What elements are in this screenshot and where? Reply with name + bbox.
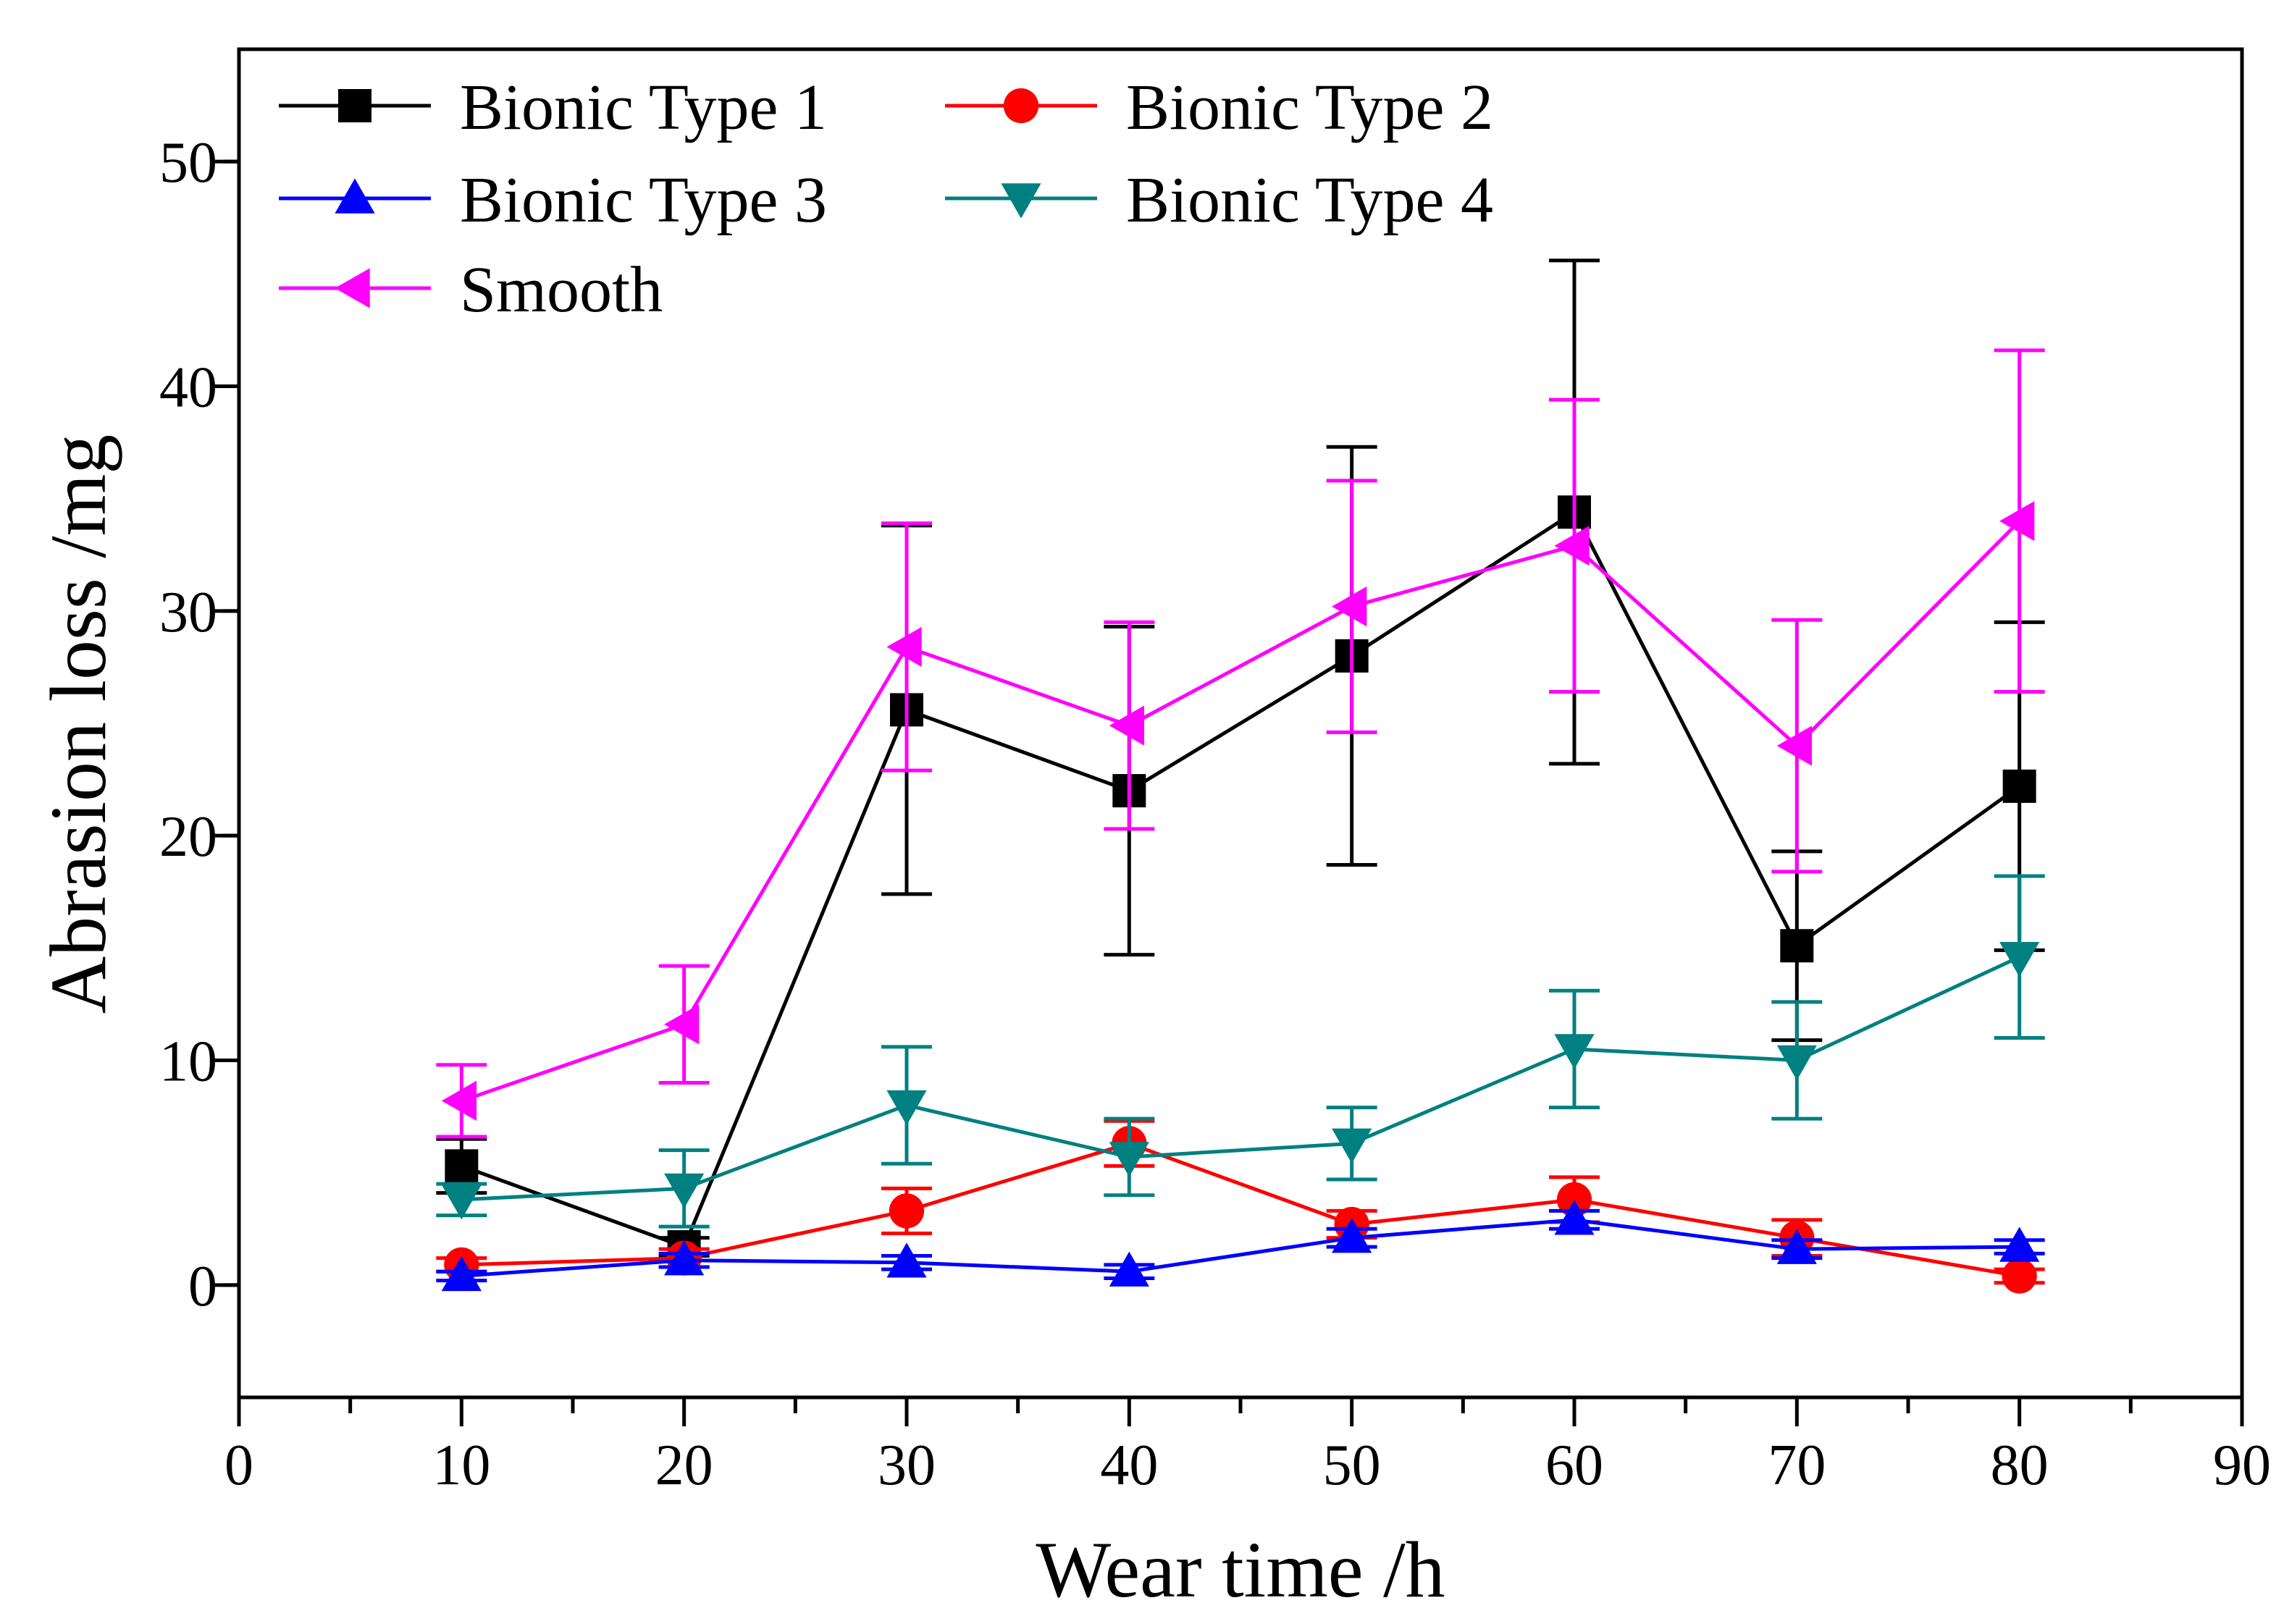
series-line — [461, 955, 2020, 1202]
tick-layer: 0 10 20 30 40 50 60 70 80 90 0 10 20 30 40 50 — [159, 131, 2271, 1497]
data-point — [2002, 1258, 2037, 1294]
x-tick-label: 50 — [1323, 1434, 1381, 1497]
data-point — [441, 1255, 482, 1292]
data-point — [1109, 1142, 1149, 1177]
legend-label: Bionic Type 1 — [460, 72, 827, 143]
data-point — [886, 1090, 927, 1126]
data-point — [1776, 1229, 1817, 1264]
y-tick-label: 10 — [159, 1030, 217, 1094]
data-point — [664, 1240, 705, 1276]
data-point — [1999, 1227, 2040, 1262]
data-point — [441, 1080, 477, 1121]
series-line — [461, 1141, 2020, 1278]
series-1 — [436, 258, 2045, 1264]
x-tick-label: 60 — [1545, 1434, 1603, 1497]
series-layer — [436, 258, 2045, 1294]
data-point — [886, 1242, 927, 1278]
data-point — [1554, 1200, 1595, 1235]
y-tick-label: 40 — [159, 356, 217, 420]
x-tick-label: 10 — [432, 1434, 490, 1497]
legend-label: Bionic Type 3 — [460, 164, 827, 236]
data-point — [889, 1193, 925, 1229]
legend-item-5: Smooth — [279, 254, 663, 326]
data-point — [1109, 1251, 1149, 1287]
data-point — [1999, 501, 2035, 542]
data-point — [1332, 1218, 1372, 1253]
data-point — [2002, 769, 2036, 803]
series-3 — [436, 1200, 2045, 1292]
y-tick-label: 50 — [159, 131, 217, 195]
y-tick-label: 0 — [188, 1255, 217, 1318]
data-point — [1554, 1034, 1595, 1069]
legend-label: Bionic Type 2 — [1126, 72, 1493, 143]
legend-item-3: Bionic Type 3 — [279, 164, 827, 236]
y-tick-label: 20 — [159, 805, 217, 869]
data-point — [1332, 1128, 1372, 1164]
series-line — [461, 519, 2021, 1103]
series-line — [461, 1218, 2020, 1278]
data-point — [441, 1185, 482, 1220]
legend-label: Bionic Type 4 — [1126, 164, 1493, 236]
series-5 — [436, 348, 2045, 1139]
x-tick-label: 80 — [1991, 1434, 2049, 1497]
legend-marker — [335, 178, 375, 214]
x-tick-label: 90 — [2213, 1434, 2271, 1497]
legend-marker — [338, 89, 371, 122]
x-tick-label: 0 — [224, 1434, 253, 1497]
x-tick-label: 70 — [1768, 1434, 1826, 1497]
legend-label: Smooth — [460, 254, 663, 326]
legend-marker — [1003, 88, 1039, 124]
data-point — [1332, 586, 1367, 627]
data-point — [1780, 929, 1814, 963]
x-tick-label: 30 — [878, 1434, 936, 1497]
data-point — [1554, 526, 1590, 566]
x-tick-label: 40 — [1100, 1434, 1158, 1497]
series-line — [461, 510, 2021, 1249]
x-axis-title: Wear time /h — [1036, 1526, 1445, 1614]
legend-item-1: Bionic Type 1 — [279, 72, 827, 143]
legend: Bionic Type 1 Bionic Type 2 Bionic Type 3 B… — [279, 72, 1493, 326]
y-axis-title: Abrasion loss /mg — [34, 434, 122, 1014]
data-point — [445, 1149, 479, 1183]
y-tick-label: 30 — [159, 581, 217, 644]
legend-marker — [335, 268, 370, 308]
legend-marker — [1001, 183, 1041, 219]
series-4 — [436, 874, 2045, 1229]
data-point — [1109, 705, 1145, 746]
data-point — [1999, 942, 2040, 977]
x-tick-label: 20 — [655, 1434, 713, 1497]
data-point — [1556, 1182, 1592, 1218]
data-point — [886, 626, 922, 668]
data-point — [1776, 725, 1813, 766]
data-point — [664, 1173, 705, 1208]
data-point — [664, 1004, 700, 1045]
legend-item-2: Bionic Type 2 — [945, 72, 1493, 143]
legend-item-4: Bionic Type 4 — [945, 164, 1493, 236]
data-point — [1776, 1045, 1817, 1081]
